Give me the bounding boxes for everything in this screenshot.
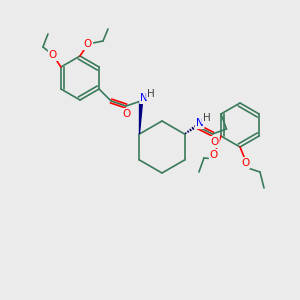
Text: H: H [202, 113, 210, 123]
Text: N: N [196, 118, 203, 128]
Text: O: O [210, 150, 218, 160]
Text: O: O [241, 158, 249, 168]
Text: N: N [140, 93, 148, 103]
Text: O: O [210, 137, 219, 147]
Text: O: O [84, 39, 92, 49]
Text: H: H [147, 89, 155, 99]
Polygon shape [140, 101, 142, 134]
Text: O: O [122, 109, 130, 119]
Text: O: O [49, 50, 57, 60]
